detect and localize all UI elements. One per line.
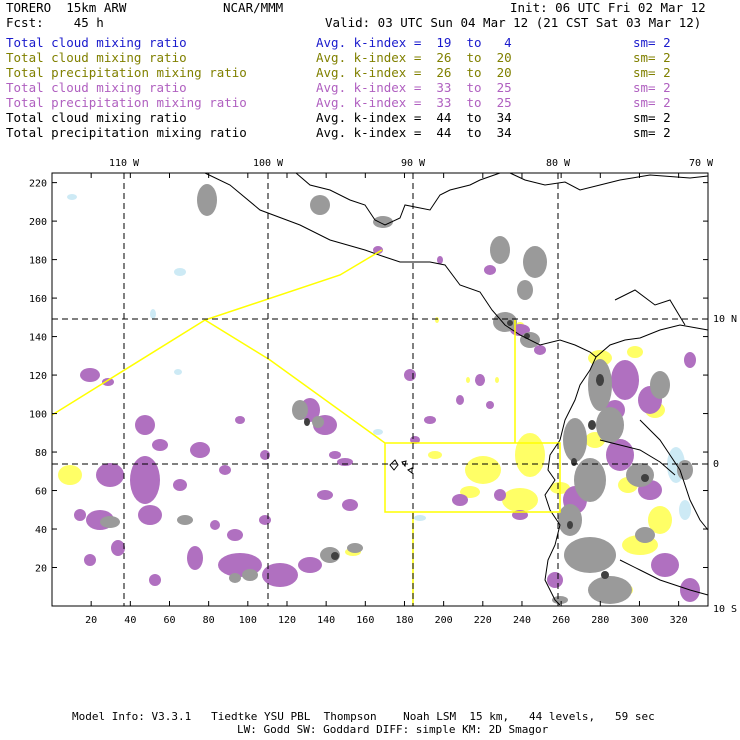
y-tick-label: 140 [29,333,47,344]
longitude-label: 90 W [401,158,426,169]
org-name: NCAR/MMM [223,0,284,15]
legend-k-index: Avg. k-index = 33 to 25 [316,95,512,110]
legend-smoothing: sm= 2 [633,95,671,110]
legend-field: Total cloud mixing ratio [6,50,187,65]
domain-boundary [51,249,561,606]
forecast-hour: Fcst: 45 h [6,15,104,30]
longitude-label: 70 W [689,158,714,169]
y-tick-label: 220 [29,179,47,190]
lat-lon-grid [52,173,708,606]
x-tick-label: 160 [356,615,374,626]
legend-field: Total precipitation mixing ratio [6,95,247,110]
model-name: TORERO 15km ARW [6,0,127,15]
legend-k-index: Avg. k-index = 33 to 25 [316,80,512,95]
very-high-k-patches [100,184,693,604]
x-tick-label: 300 [630,615,648,626]
y-tick-label: 180 [29,256,47,267]
x-tick-label: 80 [203,615,215,626]
longitude-label: 80 W [546,158,571,169]
latitude-label: 10 S [713,604,737,615]
coastlines [204,172,709,606]
y-tick-label: 120 [29,371,47,382]
legend-field: Total cloud mixing ratio [6,80,187,95]
x-tick-label: 120 [278,615,296,626]
legend-k-index: Avg. k-index = 19 to 4 [316,35,512,50]
legend-smoothing: sm= 2 [633,35,671,50]
y-tick-label: 60 [35,487,47,498]
x-tick-label: 200 [435,615,453,626]
y-tick-label: 160 [29,294,47,305]
y-tick-label: 40 [35,525,47,536]
y-tick-label: 80 [35,448,47,459]
legend-field: Total cloud mixing ratio [6,110,187,125]
legend-smoothing: sm= 2 [633,65,671,80]
model-info: Model Info: V3.3.1 Tiedtke YSU PBL Thomp… [72,710,655,723]
valid-time: Valid: 03 UTC Sun 04 Mar 12 (21 CST Sat … [325,15,702,30]
legend-k-index: Avg. k-index = 26 to 20 [316,65,512,80]
legend-smoothing: sm= 2 [633,80,671,95]
longitude-label: 100 W [253,158,284,169]
x-tick-label: 220 [474,615,492,626]
x-tick-label: 240 [513,615,531,626]
tick-labels: 20 40 60 80 100 120 140 160 180 200 220 240 260 280 30… [29,158,737,626]
x-tick-label: 320 [670,615,688,626]
legend-k-index: Avg. k-index = 44 to 34 [316,125,512,140]
legend-field: Total precipitation mixing ratio [6,65,247,80]
x-tick-label: 20 [85,615,97,626]
legend-smoothing: sm= 2 [633,125,671,140]
x-tick-label: 180 [395,615,413,626]
legend-smoothing: sm= 2 [633,110,671,125]
legend-field: Total precipitation mixing ratio [6,125,247,140]
x-tick-label: 280 [591,615,609,626]
model-physics: LW: Godd SW: Goddard DIFF: simple KM: 2D… [237,723,549,736]
legend-field: Total cloud mixing ratio [6,35,187,50]
latitude-label: 10 N [713,314,737,325]
y-tick-label: 20 [35,564,47,575]
x-tick-label: 260 [552,615,570,626]
init-time: Init: 06 UTC Fri 02 Mar 12 [510,0,706,15]
x-tick-label: 100 [239,615,257,626]
mixing-ratio-shading [58,184,700,604]
y-tick-label: 100 [29,410,47,421]
x-tick-label: 40 [124,615,136,626]
legend-k-index: Avg. k-index = 26 to 20 [316,50,512,65]
x-tick-label: 60 [163,615,175,626]
legend-k-index: Avg. k-index = 44 to 34 [316,110,512,125]
latitude-label: 0 [713,459,719,470]
tick-marks [52,173,708,606]
y-tick-label: 200 [29,217,47,228]
plot-frame [51,172,709,607]
legend-smoothing: sm= 2 [633,50,671,65]
longitude-label: 110 W [109,158,140,169]
x-tick-label: 140 [317,615,335,626]
